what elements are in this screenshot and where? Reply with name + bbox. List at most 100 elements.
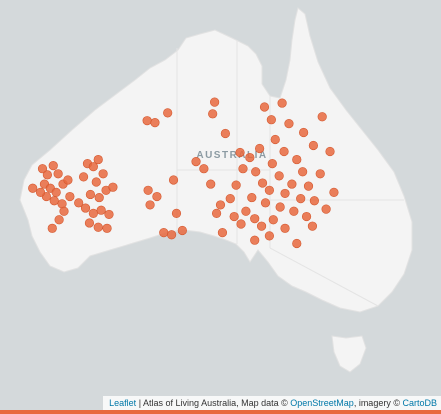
occurrence-point — [142, 116, 152, 126]
occurrence-point — [280, 223, 290, 233]
occurrence-point — [267, 159, 277, 169]
occurrence-point — [63, 175, 73, 185]
occurrence-point — [206, 179, 216, 189]
border — [269, 247, 379, 307]
occurrence-point — [215, 200, 226, 210]
occurrence-point — [37, 164, 48, 174]
occurrence-point — [102, 223, 112, 233]
occurrence-point — [28, 183, 38, 193]
occurrence-point — [268, 215, 278, 225]
occurrence-point — [231, 180, 241, 190]
occurrence-point — [217, 228, 228, 238]
occurrence-point — [51, 187, 61, 197]
occurrence-point — [94, 192, 104, 203]
occurrence-point — [104, 209, 114, 220]
attribution: Leaflet | Atlas of Living Australia, Map… — [103, 396, 441, 410]
leaflet-link[interactable]: Leaflet — [109, 398, 137, 408]
occurrences — [28, 97, 339, 249]
occurrence-point — [150, 118, 160, 128]
occurrence-point — [236, 219, 246, 229]
occurrence-point — [275, 202, 285, 212]
occurrence-point — [256, 221, 267, 231]
occurrence-point — [35, 187, 46, 197]
occurrence-point — [80, 203, 91, 213]
attribution-text: , imagery © — [353, 398, 400, 408]
occurrence-point — [251, 167, 261, 177]
occurrence-point — [238, 164, 248, 174]
occurrence-point — [54, 215, 64, 225]
occurrence-point — [65, 191, 75, 202]
occurrence-point — [292, 238, 302, 249]
bottom-bar — [0, 410, 441, 414]
occurrence-point — [91, 177, 101, 187]
occurrence-point — [303, 181, 314, 191]
occurrence-point — [235, 147, 245, 158]
occurrence-point — [270, 134, 280, 145]
occurrence-point — [280, 188, 290, 199]
occurrence-point — [78, 172, 89, 182]
occurrence-point — [98, 169, 108, 179]
occurrence-point — [259, 102, 270, 112]
occurrence-point — [266, 115, 276, 125]
occurrence-point — [74, 198, 84, 208]
occurrence-point — [49, 196, 59, 206]
occurrence-point — [229, 211, 239, 222]
carto-link[interactable]: CartoDB — [402, 398, 437, 408]
occurrence-point — [47, 223, 57, 233]
occurrence-point — [257, 178, 268, 188]
occurrence-point — [296, 194, 306, 204]
occurrence-point — [208, 109, 218, 119]
occurrence-point — [315, 169, 325, 179]
occurrence-point — [247, 192, 257, 203]
occurrence-point — [166, 230, 177, 240]
land — [331, 335, 367, 373]
occurrence-point — [225, 194, 235, 204]
occurrence-point — [241, 206, 251, 216]
occurrence-point — [163, 108, 173, 118]
occurrence-point — [53, 169, 63, 179]
occurrence-point — [59, 206, 69, 216]
occurrence-point — [250, 214, 260, 224]
osm-link[interactable]: OpenStreetMap — [290, 398, 354, 408]
occurrence-point — [255, 143, 265, 154]
occurrence-point — [317, 112, 327, 122]
occurrence-point — [279, 146, 289, 157]
occurrence-point — [307, 221, 318, 231]
occurrence-point — [321, 204, 331, 214]
occurrence-point — [191, 156, 201, 167]
occurrence-point — [245, 152, 255, 163]
occurrence-point — [274, 171, 284, 181]
occurrence-point — [277, 98, 287, 108]
occurrence-point — [260, 198, 271, 208]
occurrence-point — [210, 97, 220, 107]
occurrence-point — [284, 119, 294, 129]
attribution-text: | Atlas of Living Australia, Map data © — [138, 398, 288, 408]
occurrence-point — [287, 179, 297, 189]
occurrence-point — [145, 200, 155, 210]
occurrence-point — [168, 175, 179, 185]
occurrence-point — [250, 235, 260, 245]
occurrence-point — [220, 128, 230, 139]
occurrence-point — [199, 164, 209, 174]
occurrence-point — [159, 228, 169, 238]
occurrence-point — [171, 208, 182, 218]
occurrence-point — [143, 185, 153, 195]
occurrence-point — [152, 191, 162, 202]
occurrence-point — [93, 154, 103, 165]
occurrence-point — [88, 208, 98, 218]
occurrence-point — [108, 182, 118, 192]
occurrence-point — [298, 167, 308, 177]
occurrence-point — [325, 146, 335, 157]
occurrence-point — [309, 196, 319, 206]
occurrence-point — [329, 187, 339, 197]
occurrence-point — [88, 162, 98, 172]
country-label: AUSTRALIA — [196, 150, 267, 161]
occurrence-point — [264, 185, 274, 195]
occurrence-point — [299, 127, 309, 138]
occurrence-point — [308, 140, 319, 151]
occurrence-point — [48, 161, 58, 171]
occurrence-point — [177, 225, 187, 236]
occurrence-point — [85, 189, 96, 200]
